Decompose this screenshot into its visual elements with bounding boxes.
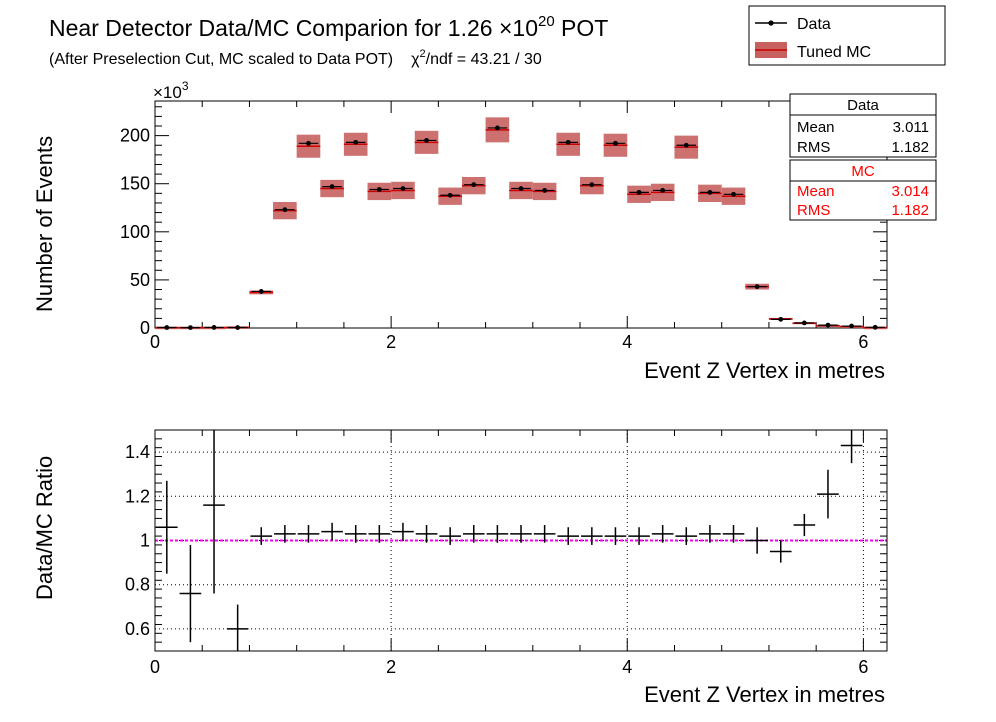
stats-data-mean-value: 3.011	[893, 119, 929, 136]
stats-mc-frame	[789, 159, 937, 221]
top-y-tick-label: 200	[120, 126, 150, 146]
top-x-axis-label: Event Z Vertex in metres	[644, 358, 885, 383]
top-x-tick-label: 2	[386, 332, 396, 352]
data-point	[258, 289, 264, 294]
bottom-y-tick-label: 0.8	[125, 575, 150, 595]
data-point	[376, 187, 382, 192]
legend-mc-label: Tuned MC	[797, 44, 871, 61]
bottom-x-tick-label: 2	[386, 657, 396, 677]
top-marks	[155, 117, 887, 331]
data-point	[211, 325, 217, 330]
data-point	[801, 320, 807, 326]
legend-data-label: Data	[797, 16, 831, 33]
bottom-plot-frame	[154, 429, 888, 652]
top-x-tick-label: 0	[150, 332, 160, 352]
bottom-x-tick-label: 0	[150, 657, 160, 677]
stats-mc-rms-label: RMS	[797, 202, 830, 219]
top-y-tick-label: 100	[120, 222, 150, 242]
bottom-x-tick-label: 6	[858, 657, 868, 677]
top-y-tick-label: 0	[140, 318, 150, 338]
legend-data-marker	[768, 20, 774, 26]
data-point	[872, 324, 878, 330]
data-point	[849, 323, 854, 329]
data-point	[683, 142, 689, 148]
stats-data-rms-value: 1.182	[891, 139, 929, 156]
data-point	[825, 322, 831, 328]
top-y-tick-label: 150	[120, 174, 150, 194]
stats-mc-mean-label: Mean	[797, 183, 835, 200]
top-y-tick-label: 50	[130, 270, 150, 290]
data-point	[754, 284, 760, 290]
data-point	[306, 140, 311, 146]
chart-subtitle: (After Preselection Cut, MC scaled to Da…	[49, 48, 542, 68]
data-point	[707, 189, 713, 195]
top-x-tick-label: 6	[858, 332, 868, 352]
stats-data-mean-label: Mean	[797, 119, 835, 136]
bottom-y-tick-label: 1	[140, 531, 150, 551]
stats-data-title: Data	[847, 97, 879, 114]
bottom-axes: 0 2 4 6 0.6 0.8 1 1.2 1.4	[125, 429, 887, 677]
bottom-y-tick-label: 1.2	[125, 486, 150, 506]
data-point	[636, 189, 642, 195]
data-point	[447, 192, 453, 198]
data-point	[778, 316, 784, 322]
data-point	[400, 186, 406, 191]
data-point	[329, 184, 335, 190]
data-point	[731, 191, 736, 197]
bottom-y-axis-label: Data/MC Ratio	[32, 456, 57, 600]
data-point	[424, 138, 429, 143]
top-y-axis-label: Number of Events	[32, 136, 57, 312]
legend: Data Tuned MC	[748, 5, 946, 66]
data-point	[589, 182, 595, 188]
stats-mc-mean-value: 3.014	[891, 183, 929, 200]
data-point	[188, 325, 193, 331]
data-point	[613, 140, 618, 146]
stats-data-rms-label: RMS	[797, 139, 830, 156]
data-point	[565, 139, 571, 145]
bottom-y-tick-label: 0.6	[125, 619, 150, 639]
chart-title: Near Detector Data/MC Comparion for 1.26…	[49, 13, 608, 41]
top-x-tick-label: 4	[622, 332, 632, 352]
data-point	[494, 125, 500, 131]
data-point	[660, 188, 666, 193]
bottom-x-axis-label: Event Z Vertex in metres	[644, 682, 885, 707]
stats-box-mc: MC Mean 3.014 RMS 1.182	[789, 159, 937, 221]
data-point	[518, 186, 524, 191]
stats-mc-rms-value: 1.182	[891, 202, 929, 219]
data-point	[353, 139, 359, 145]
data-point	[164, 325, 170, 330]
data-point	[542, 188, 548, 193]
data-point	[471, 182, 477, 188]
bottom-x-tick-label: 4	[622, 657, 632, 677]
ratio-grid	[155, 430, 887, 651]
stats-data-frame	[789, 93, 937, 158]
stats-mc-title: MC	[851, 163, 874, 180]
ratio-marks	[155, 430, 887, 651]
y-multiplier: ×103	[153, 79, 189, 102]
data-point	[235, 325, 241, 330]
data-point	[282, 207, 288, 213]
stats-box-data: Data Mean 3.011 RMS 1.182	[789, 93, 937, 158]
bottom-y-tick-label: 1.4	[125, 442, 150, 462]
